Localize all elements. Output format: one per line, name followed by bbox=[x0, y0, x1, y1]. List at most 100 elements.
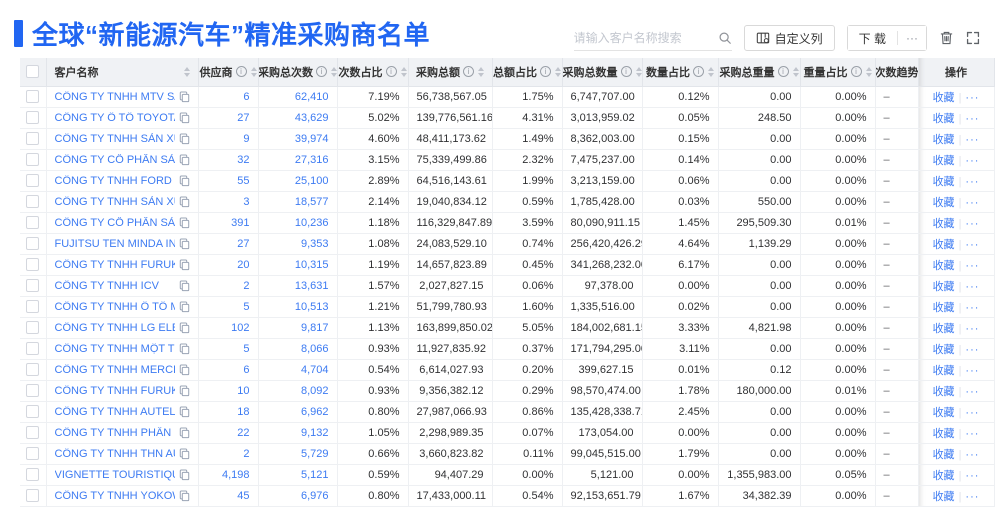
supplier-cell[interactable]: 3 bbox=[198, 191, 259, 213]
sort-icon[interactable] bbox=[792, 66, 799, 77]
row-checkbox[interactable] bbox=[26, 216, 39, 229]
copy-icon[interactable] bbox=[179, 111, 190, 124]
times-cell[interactable]: 43,629 bbox=[258, 107, 338, 129]
customer-name-link[interactable]: CÔNG TY TNHH FURUKAWA A... bbox=[54, 258, 175, 271]
row-checkbox[interactable] bbox=[26, 447, 39, 460]
more-actions-link[interactable]: ··· bbox=[965, 448, 980, 461]
customize-columns-button[interactable]: 自定义列 bbox=[743, 25, 835, 51]
copy-icon[interactable] bbox=[179, 363, 190, 376]
more-actions-link[interactable]: ··· bbox=[965, 238, 980, 251]
sort-icon[interactable] bbox=[555, 66, 561, 77]
copy-icon[interactable] bbox=[179, 132, 190, 145]
column-header-name[interactable]: 客户名称 bbox=[46, 58, 199, 87]
supplier-cell[interactable]: 10 bbox=[198, 380, 259, 402]
copy-icon[interactable] bbox=[179, 321, 190, 334]
sort-icon[interactable] bbox=[250, 66, 257, 77]
sort-icon[interactable] bbox=[183, 66, 190, 77]
row-checkbox[interactable] bbox=[26, 174, 39, 187]
search-icon[interactable] bbox=[714, 31, 732, 45]
supplier-cell[interactable]: 5 bbox=[198, 296, 259, 318]
row-checkbox[interactable] bbox=[26, 468, 39, 481]
copy-icon[interactable] bbox=[179, 258, 190, 271]
row-checkbox[interactable] bbox=[26, 111, 39, 124]
supplier-cell[interactable]: 102 bbox=[198, 317, 259, 339]
customer-name-link[interactable]: CÔNG TY TNHH SẢN XUẤT VÀ ... bbox=[54, 132, 175, 145]
more-actions-link[interactable]: ··· bbox=[965, 322, 980, 335]
favorite-link[interactable]: 收藏 bbox=[932, 427, 955, 440]
row-checkbox[interactable] bbox=[26, 384, 39, 397]
supplier-cell[interactable]: 22 bbox=[198, 422, 259, 444]
row-checkbox[interactable] bbox=[26, 489, 39, 502]
times-cell[interactable]: 4,704 bbox=[258, 359, 338, 381]
sort-icon[interactable] bbox=[635, 66, 641, 77]
copy-icon[interactable] bbox=[179, 489, 190, 502]
supplier-cell[interactable]: 9 bbox=[198, 128, 259, 150]
row-checkbox[interactable] bbox=[26, 132, 39, 145]
favorite-link[interactable]: 收藏 bbox=[932, 154, 955, 167]
row-checkbox[interactable] bbox=[26, 300, 39, 313]
row-checkbox[interactable] bbox=[26, 195, 39, 208]
favorite-link[interactable]: 收藏 bbox=[932, 406, 955, 419]
times-cell[interactable]: 10,236 bbox=[258, 212, 338, 234]
row-checkbox[interactable] bbox=[26, 321, 39, 334]
more-button[interactable]: ··· bbox=[898, 26, 926, 50]
search-input[interactable] bbox=[573, 30, 714, 45]
customer-name-link[interactable]: CÔNG TY TNHH PHÂN PHỐI T... bbox=[54, 426, 175, 439]
column-header-supplier[interactable]: 供应商 i bbox=[198, 58, 259, 87]
supplier-cell[interactable]: 5 bbox=[198, 338, 259, 360]
more-actions-link[interactable]: ··· bbox=[965, 259, 980, 272]
more-actions-link[interactable]: ··· bbox=[965, 112, 980, 125]
supplier-cell[interactable]: 2 bbox=[198, 443, 259, 465]
favorite-link[interactable]: 收藏 bbox=[932, 217, 955, 230]
customer-name-link[interactable]: FUJITSU TEN MINDA INDIA PVT... bbox=[54, 237, 175, 250]
supplier-cell[interactable]: 4,198 bbox=[198, 464, 259, 486]
customer-name-link[interactable]: VIGNETTE TOURISTIQUE G UNI... bbox=[54, 468, 175, 481]
favorite-link[interactable]: 收藏 bbox=[932, 133, 955, 146]
customer-name-link[interactable]: CÔNG TY TNHH FURUKAWA A... bbox=[54, 384, 175, 397]
sort-icon[interactable] bbox=[478, 66, 484, 77]
copy-icon[interactable] bbox=[179, 174, 190, 187]
more-actions-link[interactable]: ··· bbox=[965, 385, 980, 398]
select-all-checkbox[interactable] bbox=[26, 65, 40, 79]
times-cell[interactable]: 5,729 bbox=[258, 443, 338, 465]
row-checkbox[interactable] bbox=[26, 279, 39, 292]
times-cell[interactable]: 25,100 bbox=[258, 170, 338, 192]
column-header-weight[interactable]: 采购总重量 i bbox=[718, 58, 801, 87]
more-actions-link[interactable]: ··· bbox=[965, 196, 980, 209]
favorite-link[interactable]: 收藏 bbox=[932, 238, 955, 251]
times-cell[interactable]: 10,513 bbox=[258, 296, 338, 318]
sort-icon[interactable] bbox=[331, 66, 336, 77]
more-actions-link[interactable]: ··· bbox=[965, 490, 980, 503]
times-cell[interactable]: 8,092 bbox=[258, 380, 338, 402]
favorite-link[interactable]: 收藏 bbox=[932, 343, 955, 356]
more-actions-link[interactable]: ··· bbox=[965, 133, 980, 146]
more-actions-link[interactable]: ··· bbox=[965, 406, 980, 419]
customer-name-link[interactable]: CÔNG TY TNHH SẢN XUẤT VÀ ... bbox=[54, 195, 175, 208]
row-checkbox[interactable] bbox=[26, 90, 39, 103]
supplier-cell[interactable]: 18 bbox=[198, 401, 259, 423]
row-checkbox[interactable] bbox=[26, 342, 39, 355]
favorite-link[interactable]: 收藏 bbox=[932, 490, 955, 503]
sort-icon[interactable] bbox=[708, 66, 714, 77]
favorite-link[interactable]: 收藏 bbox=[932, 280, 955, 293]
column-header-weight_pct[interactable]: 重量占比 i bbox=[800, 58, 876, 87]
copy-icon[interactable] bbox=[179, 279, 190, 292]
supplier-cell[interactable]: 27 bbox=[198, 107, 259, 129]
favorite-link[interactable]: 收藏 bbox=[932, 301, 955, 314]
copy-icon[interactable] bbox=[179, 447, 190, 460]
copy-icon[interactable] bbox=[179, 468, 190, 481]
row-checkbox[interactable] bbox=[26, 405, 39, 418]
copy-icon[interactable] bbox=[179, 300, 190, 313]
supplier-cell[interactable]: 391 bbox=[198, 212, 259, 234]
favorite-link[interactable]: 收藏 bbox=[932, 259, 955, 272]
copy-icon[interactable] bbox=[179, 90, 190, 103]
more-actions-link[interactable]: ··· bbox=[965, 301, 980, 314]
more-actions-link[interactable]: ··· bbox=[965, 154, 980, 167]
column-header-qty_pct[interactable]: 数量占比 i bbox=[642, 58, 719, 87]
column-header-amount_pct[interactable]: 总额占比 i bbox=[492, 58, 563, 87]
supplier-cell[interactable]: 20 bbox=[198, 254, 259, 276]
favorite-link[interactable]: 收藏 bbox=[932, 112, 955, 125]
times-cell[interactable]: 18,577 bbox=[258, 191, 338, 213]
favorite-link[interactable]: 收藏 bbox=[932, 175, 955, 188]
more-actions-link[interactable]: ··· bbox=[965, 280, 980, 293]
